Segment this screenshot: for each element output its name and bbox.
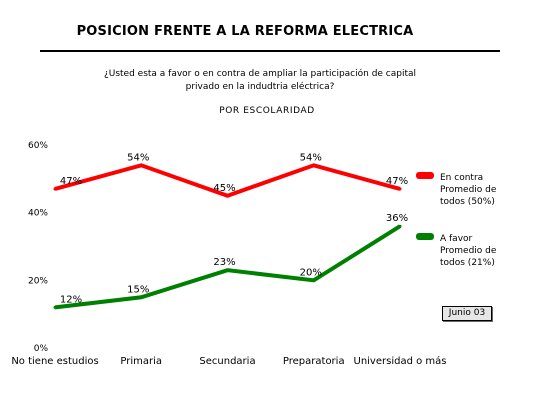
data-label: 54%	[300, 152, 322, 163]
legend: En contra Promedio de todos (50%) A favor Pr…	[416, 172, 497, 268]
legend-label: Promedio de	[440, 246, 497, 256]
chart-subtitle: POR ESCOLARIDAD	[219, 106, 315, 116]
data-point	[312, 163, 316, 167]
data-label: 23%	[213, 257, 235, 268]
survey-question-line-1: ¿Usted esta a favor o en contra de ampli…	[103, 69, 417, 79]
data-label: 15%	[127, 284, 149, 295]
legend-label: Promedio de	[440, 185, 497, 195]
x-category-label: Universidad o más	[354, 355, 447, 367]
legend-label: A favor	[440, 234, 473, 244]
data-point	[312, 278, 316, 282]
x-category-label: No tiene estudios	[11, 356, 98, 367]
data-point	[139, 163, 143, 167]
y-tick-label: 20%	[28, 276, 48, 286]
y-tick-label: 60%	[28, 141, 48, 151]
data-label: 36%	[386, 213, 408, 224]
title-divider	[40, 50, 500, 52]
legend-label: todos (21%)	[440, 258, 495, 268]
data-label: 20%	[300, 267, 322, 278]
data-label: 47%	[60, 176, 82, 187]
legend-swatch	[416, 172, 434, 179]
survey-question-line-2: privado en la indudtria eléctrica?	[185, 82, 335, 92]
data-point	[53, 305, 57, 309]
date-badge: Junio 03	[442, 306, 492, 321]
data-label: 12%	[60, 294, 82, 305]
page-title: POSICION FRENTE A LA REFORMA ELECTRICA	[76, 24, 414, 39]
data-point	[226, 194, 229, 198]
y-axis: 0% 20% 40% 60%	[28, 141, 48, 354]
y-tick-label: 0%	[34, 344, 49, 354]
data-point	[398, 224, 402, 228]
data-point	[398, 187, 402, 191]
data-label: 45%	[213, 183, 235, 194]
x-category-label: Preparatoria	[283, 356, 345, 367]
y-tick-label: 40%	[28, 209, 48, 219]
x-category-label: Secundaria	[199, 356, 255, 367]
series-group: 47% 54% 45% 54% 47% 12% 15% 23% 20% 36%	[53, 152, 408, 310]
legend-label: En contra	[440, 173, 483, 183]
data-label: 47%	[386, 176, 408, 187]
data-point	[53, 187, 57, 191]
legend-swatch	[416, 233, 434, 240]
x-category-label: Primaria	[120, 356, 162, 367]
x-axis: No tiene estudios Primaria Secundaria Prepa…	[11, 355, 446, 367]
data-label: 54%	[127, 152, 149, 163]
data-point	[226, 268, 229, 272]
survey-question: ¿Usted esta a favor o en contra de ampli…	[80, 68, 440, 94]
legend-label: todos (50%)	[440, 197, 495, 207]
data-point	[139, 295, 143, 299]
